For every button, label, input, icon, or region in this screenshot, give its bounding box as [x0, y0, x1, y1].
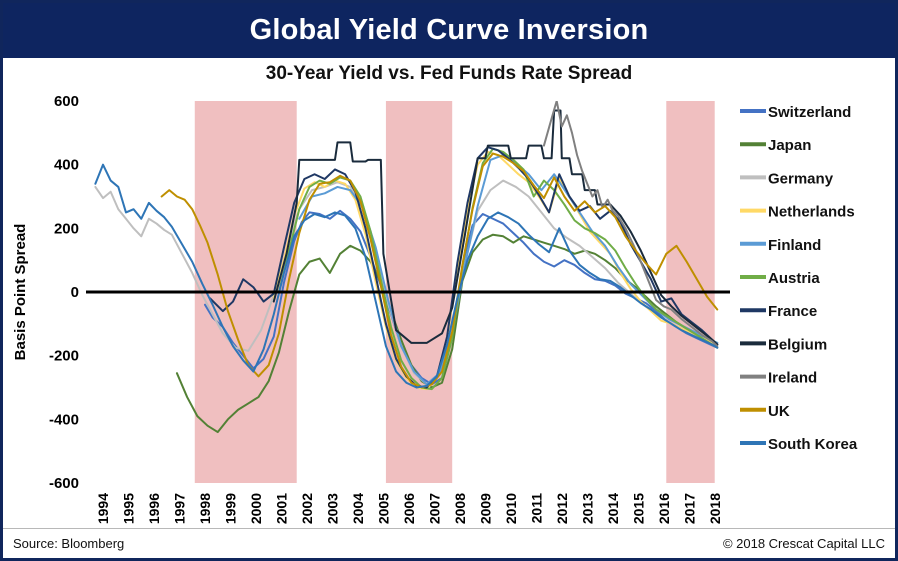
series-line-uk: [160, 152, 719, 389]
figure-footer: Source: Bloomberg © 2018 Crescat Capital…: [3, 528, 895, 558]
chart-subtitle: 30-Year Yield vs. Fed Funds Rate Spread: [265, 63, 633, 84]
x-axis-tick-label: 2005: [375, 493, 391, 524]
legend-label-south-korea: South Korea: [768, 436, 858, 453]
x-axis-tick-label: 2013: [579, 493, 595, 524]
x-axis-tick-label: 1997: [172, 493, 188, 524]
y-axis-tick-label: 600: [54, 93, 79, 110]
x-axis-tick-label: 2006: [401, 493, 417, 524]
x-axis-tick-label: 2018: [707, 493, 723, 524]
plot-area: 600 400 200 0 -200 -400 -600 Basis Point Spread…: [3, 89, 895, 529]
x-axis-tick-label: 1999: [223, 493, 239, 524]
series-line-ireland: [542, 101, 719, 348]
copyright-note: © 2018 Crescat Capital LLC: [722, 536, 885, 551]
y-axis-tick-label: -600: [49, 475, 79, 492]
y-axis-tick-label: 0: [71, 284, 79, 301]
y-axis-title: Basis Point Spread: [12, 224, 29, 361]
x-axis-tick-label: 2000: [248, 493, 264, 524]
x-axis-tick-label: 2002: [299, 493, 315, 524]
legend-label-ireland: Ireland: [768, 370, 817, 387]
legend-label-japan: Japan: [768, 137, 811, 154]
x-axis-tick-label: 2003: [324, 493, 340, 524]
x-axis-tick-label: 2016: [656, 493, 672, 524]
legend-label-netherlands: Netherlands: [768, 204, 855, 221]
x-axis-tick-label: 1994: [95, 493, 111, 524]
x-axis-tick-label: 2004: [350, 493, 366, 524]
x-axis-tick-label: 1996: [146, 493, 162, 524]
legend-label-austria: Austria: [768, 270, 820, 287]
legend-label-belgium: Belgium: [768, 336, 827, 353]
x-axis-tick-label: 2009: [477, 493, 493, 524]
source-note: Source: Bloomberg: [13, 536, 125, 551]
y-axis-tick-label: -200: [49, 348, 79, 365]
series-line-belgium: [272, 109, 719, 346]
x-axis-tick-label: 2001: [274, 493, 290, 524]
series-line-south-korea: [94, 163, 719, 389]
legend-label-finland: Finland: [768, 237, 821, 254]
x-axis-tick-label: 2011: [528, 493, 544, 524]
x-axis-tick-label: 2017: [681, 493, 697, 524]
y-axis-tick-label: 200: [54, 220, 79, 237]
x-axis-tick-label: 2012: [554, 493, 570, 524]
series-group: [94, 101, 719, 434]
legend-label-germany: Germany: [768, 170, 834, 187]
title-banner: Global Yield Curve Inversion: [3, 3, 895, 58]
legend-label-switzerland: Switzerland: [768, 104, 851, 121]
x-axis-tick-label: 2015: [630, 493, 646, 524]
x-axis-tick-label: 2010: [503, 493, 519, 524]
x-axis-tick-label: 2008: [452, 493, 468, 524]
y-axis-tick-label: 400: [54, 157, 79, 174]
legend-label-uk: UK: [768, 403, 790, 420]
x-axis-tick-label: 2014: [605, 493, 621, 524]
x-axis-tick-label: 2007: [426, 493, 442, 524]
legend-label-france: France: [768, 303, 817, 320]
page-title: Global Yield Curve Inversion: [249, 14, 649, 46]
y-axis-tick-label: -400: [49, 411, 79, 428]
x-axis-tick-label: 1995: [121, 493, 137, 524]
x-axis-tick-label: 1998: [197, 493, 213, 524]
